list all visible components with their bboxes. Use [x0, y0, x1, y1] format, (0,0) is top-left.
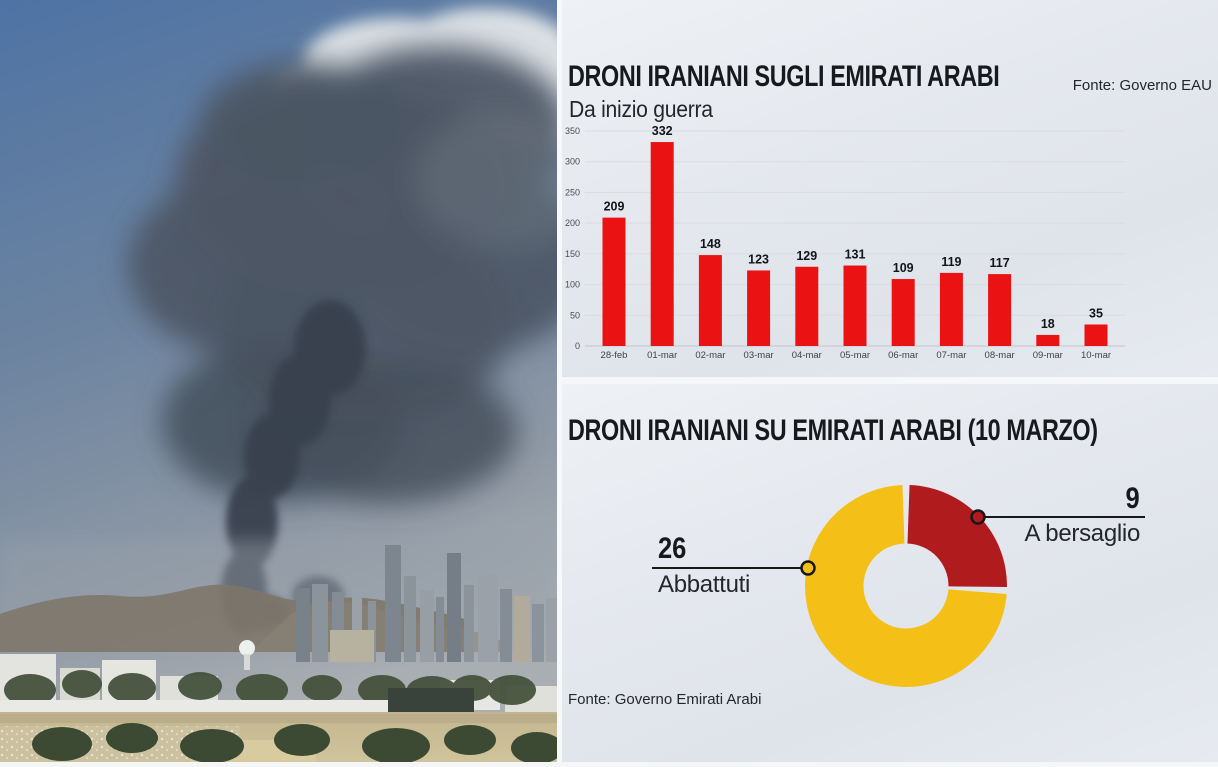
callout-value-bersaglio: 9: [1125, 482, 1140, 515]
dark-structure: [388, 688, 474, 714]
svg-text:209: 209: [604, 200, 625, 214]
road: [0, 714, 557, 723]
svg-text:117: 117: [990, 256, 1010, 270]
svg-text:18: 18: [1041, 317, 1055, 331]
svg-text:148: 148: [700, 237, 721, 251]
callout-value-abbattuti: 26: [658, 532, 687, 565]
svg-text:02-mar: 02-mar: [695, 350, 725, 361]
svg-text:250: 250: [565, 187, 580, 197]
donut-chart-panel: DRONI IRANIANI SU EMIRATI ARABI (10 MARZ…: [562, 384, 1218, 762]
svg-text:100: 100: [565, 280, 580, 290]
donut-chart: [652, 485, 1145, 687]
horizontal-divider: [562, 377, 1218, 384]
donut-chart-source: Fonte: Governo Emirati Arabi: [568, 691, 762, 708]
svg-text:123: 123: [748, 252, 769, 266]
bar-chart-source: Fonte: Governo EAU: [1072, 77, 1212, 94]
svg-text:05-mar: 05-mar: [840, 350, 870, 361]
svg-text:200: 200: [565, 218, 580, 228]
callout-label-bersaglio: A bersaglio: [1024, 520, 1141, 547]
bar-chart-panel: DRONI IRANIANI SUGLI EMIRATI ARABI Fonte…: [562, 0, 1218, 377]
infographic-column: DRONI IRANIANI SUGLI EMIRATI ARABI Fonte…: [562, 0, 1218, 762]
city-skyline: [296, 545, 557, 662]
svg-text:04-mar: 04-mar: [792, 350, 822, 361]
donut-chart-title: DRONI IRANIANI SU EMIRATI ARABI (10 MARZ…: [568, 414, 1098, 447]
svg-text:150: 150: [565, 249, 580, 259]
svg-text:129: 129: [796, 249, 817, 263]
bar-chart-subtitle: Da inizio guerra: [569, 96, 713, 122]
svg-text:300: 300: [565, 157, 580, 167]
water-tower: [239, 640, 255, 670]
photo-smoke-over-city: [0, 0, 620, 764]
svg-text:08-mar: 08-mar: [985, 350, 1015, 361]
svg-text:50: 50: [570, 310, 580, 320]
svg-text:109: 109: [893, 261, 914, 275]
svg-text:332: 332: [652, 124, 673, 138]
svg-text:06-mar: 06-mar: [888, 350, 918, 361]
svg-text:07-mar: 07-mar: [936, 350, 966, 361]
svg-text:28-feb: 28-feb: [601, 350, 628, 361]
svg-text:10-mar: 10-mar: [1081, 350, 1111, 361]
bar-chart: 0 50 100 150 200 250 300 350 209 28-feb 332 01-mar 1…: [565, 124, 1125, 361]
white-wall: [0, 700, 430, 714]
svg-text:01-mar: 01-mar: [647, 350, 677, 361]
svg-text:03-mar: 03-mar: [744, 350, 774, 361]
svg-text:119: 119: [941, 255, 961, 269]
svg-text:09-mar: 09-mar: [1033, 350, 1063, 361]
foreground-trees: [32, 723, 563, 764]
photo-illustration: [0, 0, 620, 764]
vertical-divider: [557, 0, 562, 762]
callout-label-abbattuti: Abbattuti: [658, 571, 751, 598]
svg-text:131: 131: [845, 248, 866, 262]
bar-chart-title: DRONI IRANIANI SUGLI EMIRATI ARABI: [568, 60, 1000, 93]
svg-text:35: 35: [1089, 307, 1103, 321]
svg-text:350: 350: [565, 126, 580, 136]
svg-text:0: 0: [575, 341, 580, 351]
